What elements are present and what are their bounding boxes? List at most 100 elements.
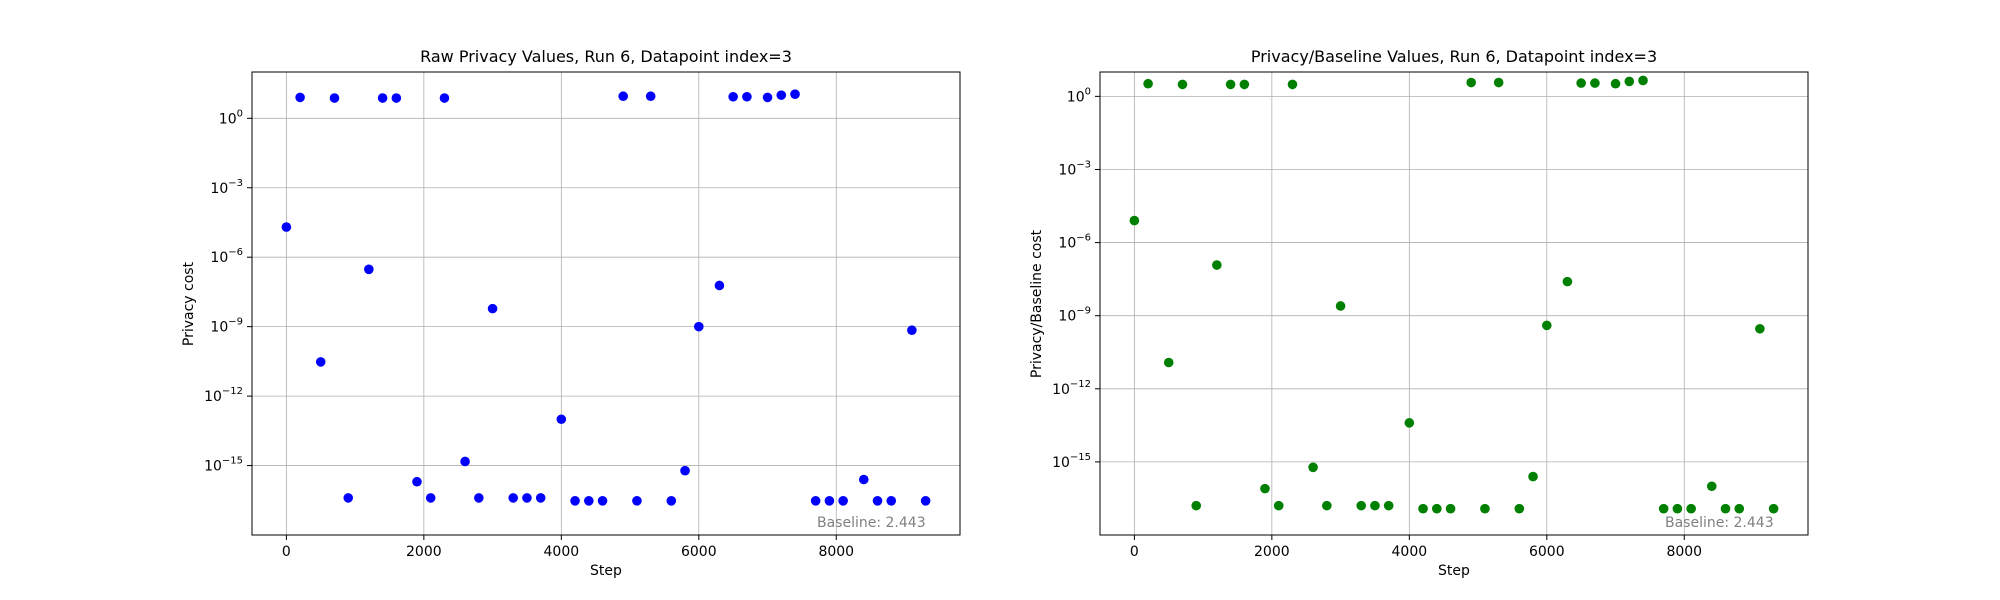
- y-axis-ticks: 100 10−3 10−6 10−9 10−12 10−15: [204, 108, 252, 475]
- scatter-point: [1514, 503, 1525, 514]
- data-points: [281, 89, 931, 506]
- scatter-point: [1672, 503, 1683, 514]
- scatter-point: [907, 325, 917, 336]
- y-axis-ticks: 100 10−3 10−6 10−9 10−12 10−15: [1052, 86, 1100, 471]
- scatter-point: [886, 496, 897, 506]
- scatter-point: [329, 93, 340, 103]
- scatter-point: [474, 493, 484, 503]
- scatter-point: [728, 91, 738, 102]
- plot-frame: [1099, 71, 1809, 536]
- scatter-point: [1212, 260, 1222, 270]
- y-tick-label: 100: [219, 108, 243, 127]
- scatter-point: [1480, 503, 1490, 514]
- x-tick-label: 8000: [1666, 544, 1702, 560]
- grid: [252, 72, 960, 535]
- scatter-point: [1541, 320, 1552, 331]
- scatter-point: [1191, 500, 1202, 511]
- scatter-point: [522, 493, 532, 503]
- scatter-point: [1493, 77, 1504, 88]
- scatter-point: [412, 476, 422, 487]
- scatter-point: [1143, 78, 1153, 89]
- scatter-point: [425, 493, 436, 503]
- y-tick-label: 10−9: [1058, 306, 1091, 325]
- y-tick-label: 10−9: [210, 317, 243, 336]
- scatter-point: [1720, 503, 1731, 514]
- scatter-point: [364, 264, 374, 275]
- scatter-point: [460, 456, 470, 467]
- scatter-point: [1335, 301, 1346, 311]
- scatter-point: [1686, 503, 1696, 514]
- scatter-point: [1528, 471, 1538, 482]
- y-tick-label: 100: [1067, 86, 1091, 105]
- scatter-point: [1356, 500, 1367, 511]
- y-tick-label: 10−12: [204, 386, 243, 405]
- y-tick-label: 10−15: [1052, 452, 1091, 471]
- scatter-point: [693, 321, 704, 332]
- scatter-point: [281, 222, 292, 232]
- chart-privacy-baseline: Privacy/Baseline Values, Run 6, Datapoin…: [1029, 47, 1809, 579]
- x-axis-ticks: 0 2000 4000 6000 8000: [282, 535, 854, 560]
- scatter-point: [1562, 276, 1573, 287]
- y-tick-label: 10−3: [1058, 159, 1091, 178]
- scatter-point: [315, 357, 326, 367]
- baseline-annotation: Baseline: 2.443: [817, 515, 926, 531]
- scatter-point: [1404, 418, 1415, 428]
- scatter-point: [858, 474, 869, 485]
- x-tick-label: 0: [282, 544, 291, 560]
- scatter-point: [680, 465, 690, 476]
- scatter-point: [742, 91, 752, 102]
- x-axis-label: Step: [590, 563, 622, 579]
- scatter-point: [1260, 483, 1270, 494]
- chart-title: Privacy/Baseline Values, Run 6, Datapoin…: [1251, 47, 1657, 66]
- scatter-point: [645, 91, 656, 102]
- x-tick-label: 2000: [406, 544, 442, 560]
- scatter-point: [1638, 75, 1648, 86]
- scatter-point: [1322, 500, 1332, 511]
- scatter-point: [1418, 503, 1428, 514]
- scatter-point: [1445, 503, 1456, 514]
- x-tick-label: 0: [1130, 544, 1139, 560]
- scatter-point: [1768, 503, 1779, 514]
- scatter-point: [776, 90, 787, 100]
- scatter-point: [1466, 77, 1476, 88]
- scatter-point: [666, 496, 677, 506]
- scatter-point: [1734, 503, 1745, 514]
- scatter-point: [570, 496, 580, 506]
- grid: [1100, 72, 1808, 535]
- scatter-point: [1129, 215, 1140, 226]
- scatter-point: [1239, 79, 1250, 90]
- x-tick-label: 6000: [681, 544, 717, 560]
- chart-raw-privacy: Raw Privacy Values, Run 6, Datapoint ind…: [181, 47, 961, 579]
- scatter-point: [1163, 357, 1174, 368]
- scatter-point: [1308, 462, 1318, 473]
- y-tick-label: 10−3: [210, 178, 243, 197]
- scatter-point: [597, 496, 608, 506]
- scatter-point: [762, 92, 773, 103]
- scatter-point: [920, 496, 931, 506]
- scatter-point: [1383, 500, 1394, 511]
- scatter-point: [487, 303, 498, 314]
- scatter-point: [1370, 500, 1380, 511]
- scatter-point: [810, 496, 821, 506]
- scatter-point: [1590, 78, 1600, 88]
- y-tick-label: 10−15: [204, 456, 243, 475]
- scatter-point: [439, 93, 450, 103]
- scatter-point: [535, 493, 546, 503]
- x-axis-ticks: 0 2000 4000 6000 8000: [1130, 535, 1702, 560]
- scatter-point: [1225, 79, 1236, 90]
- scatter-point: [1755, 323, 1765, 334]
- scatter-point: [1658, 503, 1669, 514]
- scatter-point: [1576, 78, 1586, 88]
- x-tick-label: 4000: [1392, 544, 1428, 560]
- scatter-point: [824, 496, 835, 506]
- scatter-point: [556, 414, 567, 425]
- baseline-annotation: Baseline: 2.443: [1665, 515, 1774, 531]
- y-tick-label: 10−6: [210, 247, 243, 266]
- scatter-point: [584, 496, 594, 506]
- x-axis-label: Step: [1438, 563, 1470, 579]
- scatter-point: [838, 496, 848, 506]
- scatter-point: [714, 280, 725, 291]
- y-tick-label: 10−6: [1058, 233, 1091, 252]
- plot-frame: [251, 71, 961, 536]
